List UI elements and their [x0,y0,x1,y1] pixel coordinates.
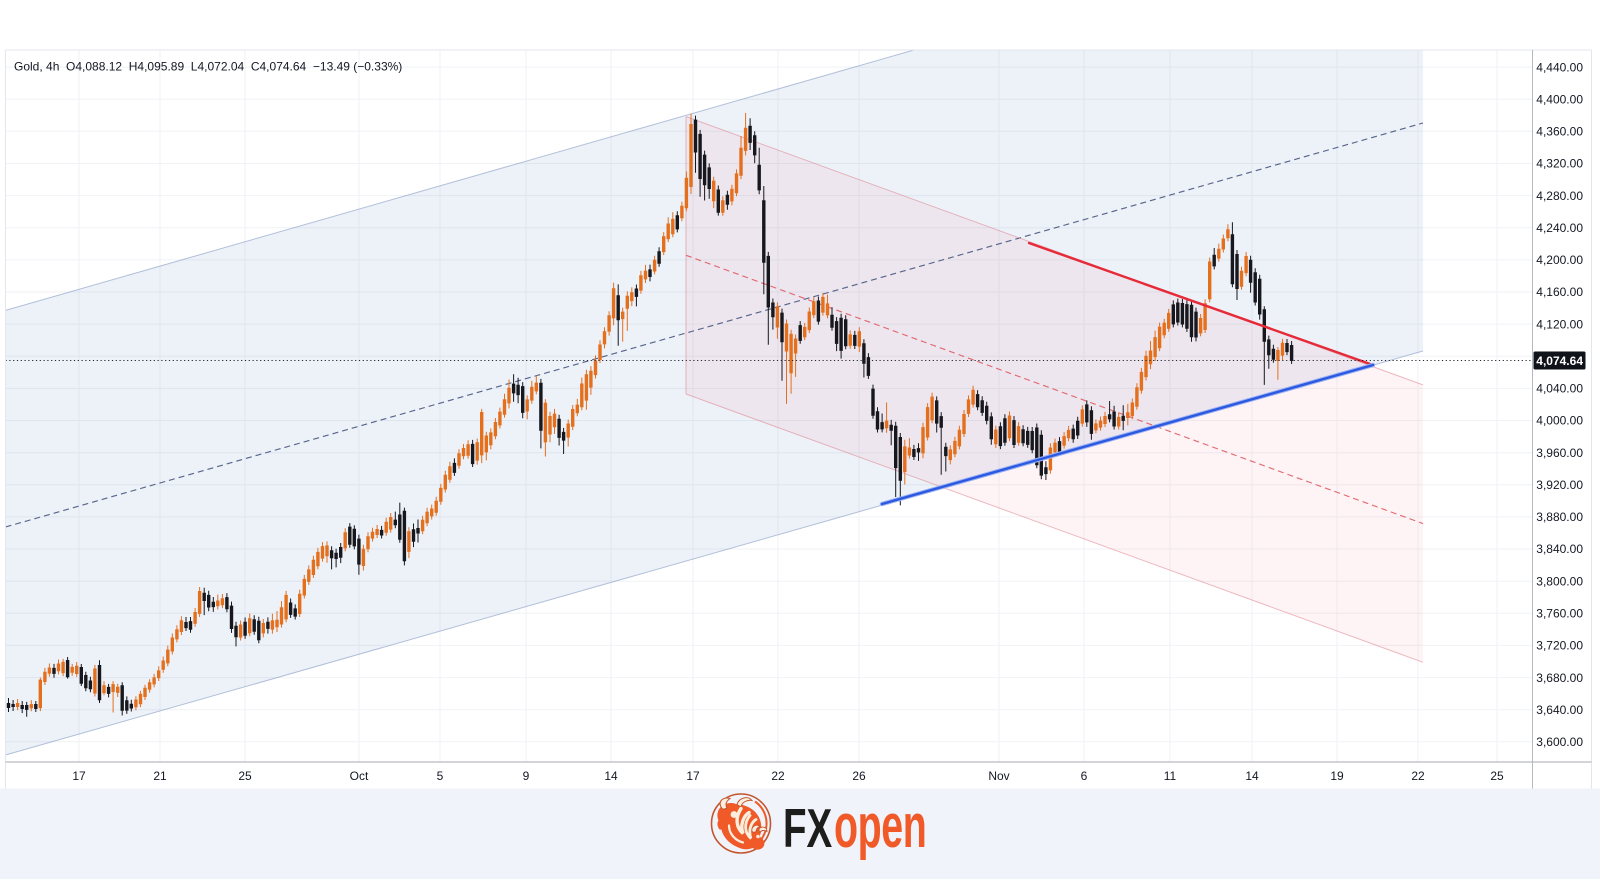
svg-text:3,720.00: 3,720.00 [1536,639,1583,653]
svg-text:4,040.00: 4,040.00 [1536,382,1583,396]
svg-text:open: open [834,792,926,861]
svg-text:Oct: Oct [350,769,369,783]
svg-text:5: 5 [437,769,444,783]
svg-text:9: 9 [523,769,530,783]
svg-text:Gold, 4h O4,088.12 H4,095.89: Gold, 4h O4,088.12 H4,095.89 L4,072.04 C… [14,60,402,74]
svg-text:4,400.00: 4,400.00 [1536,92,1583,106]
svg-text:4,120.00: 4,120.00 [1536,317,1583,331]
svg-text:3,920.00: 3,920.00 [1536,478,1583,492]
svg-text:4,440.00: 4,440.00 [1536,60,1583,74]
svg-text:22: 22 [1411,769,1425,783]
svg-text:17: 17 [686,769,700,783]
svg-text:14: 14 [1245,769,1259,783]
svg-text:4,200.00: 4,200.00 [1536,253,1583,267]
svg-text:FX: FX [783,798,832,859]
svg-text:17: 17 [72,769,86,783]
svg-text:4,240.00: 4,240.00 [1536,221,1583,235]
svg-text:4,160.00: 4,160.00 [1536,285,1583,299]
svg-text:4,320.00: 4,320.00 [1536,157,1583,171]
svg-text:3,800.00: 3,800.00 [1536,574,1583,588]
svg-text:14: 14 [604,769,618,783]
svg-text:3,880.00: 3,880.00 [1536,510,1583,524]
svg-text:3,840.00: 3,840.00 [1536,542,1583,556]
svg-text:21: 21 [153,769,167,783]
svg-text:26: 26 [852,769,866,783]
svg-text:3,680.00: 3,680.00 [1536,671,1583,685]
svg-text:4,360.00: 4,360.00 [1536,125,1583,139]
svg-text:4,074.64: 4,074.64 [1536,354,1583,368]
svg-text:3,640.00: 3,640.00 [1536,703,1583,717]
svg-text:25: 25 [238,769,252,783]
svg-text:4,280.00: 4,280.00 [1536,189,1583,203]
svg-text:3,760.00: 3,760.00 [1536,607,1583,621]
svg-text:11: 11 [1164,769,1177,783]
svg-text:Nov: Nov [988,769,1009,783]
svg-text:19: 19 [1330,769,1344,783]
svg-text:3,600.00: 3,600.00 [1536,735,1583,749]
svg-text:22: 22 [771,769,785,783]
svg-text:6: 6 [1081,769,1088,783]
svg-text:4,000.00: 4,000.00 [1536,414,1583,428]
svg-text:25: 25 [1490,769,1504,783]
svg-text:3,960.00: 3,960.00 [1536,446,1583,460]
